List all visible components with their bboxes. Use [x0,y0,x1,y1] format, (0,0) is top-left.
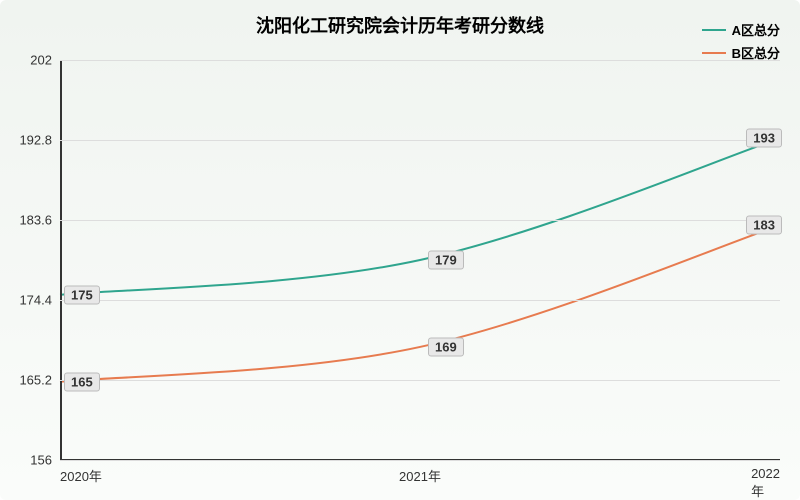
legend-label-a: A区总分 [732,20,780,39]
chart-container: 沈阳化工研究院会计历年考研分数线 A区总分 B区总分 156165.2174.4… [0,0,800,500]
gridline [60,220,780,221]
x-tick-label: 2020年 [60,460,102,485]
y-tick-label: 165.2 [19,373,60,388]
data-label: 183 [746,216,782,235]
y-axis-line [60,60,62,460]
data-label: 175 [64,285,100,304]
line-paths [60,60,780,460]
data-label: 169 [428,337,464,356]
legend-swatch-b [702,52,726,54]
x-tick-label: 2021年 [399,460,441,485]
y-tick-label: 192.8 [19,133,60,148]
gridline [60,380,780,381]
data-label: 165 [64,372,100,391]
gridline [60,60,780,61]
y-tick-label: 174.4 [19,293,60,308]
gridline [60,300,780,301]
y-tick-label: 156 [30,453,60,468]
legend-swatch-a [702,29,726,31]
x-tick-label: 2022年 [751,460,780,500]
series-line-1 [60,225,780,382]
gridline [60,140,780,141]
chart-title: 沈阳化工研究院会计历年考研分数线 [256,12,544,38]
y-tick-label: 183.6 [19,213,60,228]
data-label: 179 [428,251,464,270]
y-tick-label: 202 [30,53,60,68]
data-label: 193 [746,129,782,148]
legend-item-a: A区总分 [702,20,780,39]
plot-area: 156165.2174.4183.6192.82022020年2021年2022… [60,60,780,460]
series-line-0 [60,138,780,295]
